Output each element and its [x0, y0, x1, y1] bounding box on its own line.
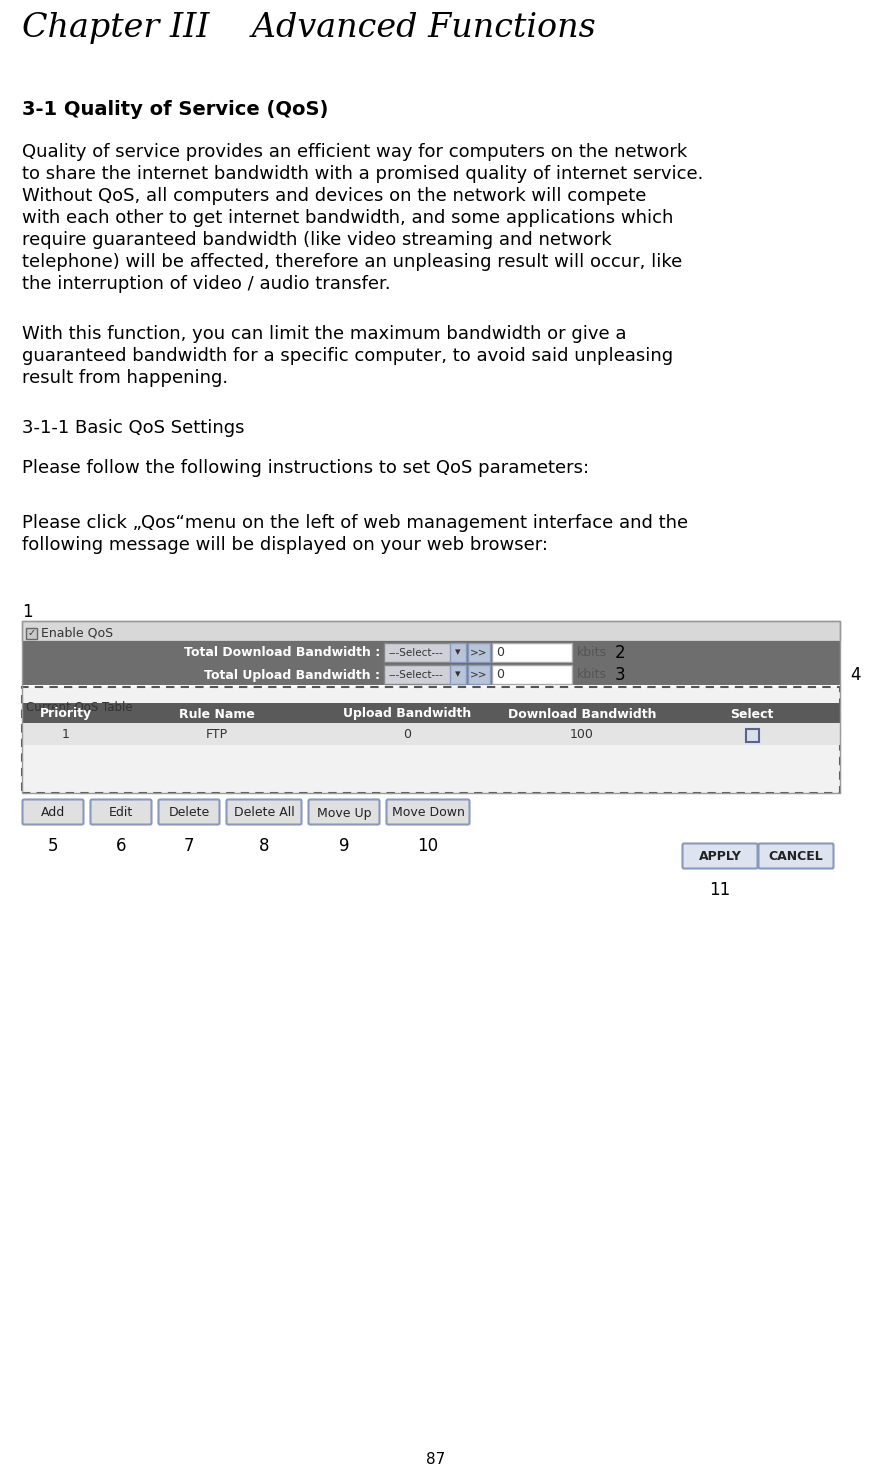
Text: guaranteed bandwidth for a specific computer, to avoid said unpleasing: guaranteed bandwidth for a specific comp… — [22, 347, 673, 365]
Text: Total Download Bandwidth :: Total Download Bandwidth : — [184, 646, 380, 659]
Text: Add: Add — [41, 807, 65, 820]
Text: Current QoS Table: Current QoS Table — [26, 701, 132, 714]
Bar — [450, 643, 466, 662]
Text: 5: 5 — [48, 838, 58, 855]
Bar — [746, 729, 759, 742]
Text: >>: >> — [470, 648, 488, 658]
Text: following message will be displayed on your web browser:: following message will be displayed on y… — [22, 536, 548, 553]
Bar — [492, 643, 572, 662]
Text: ▾: ▾ — [456, 670, 461, 680]
Text: Delete: Delete — [168, 807, 210, 820]
FancyBboxPatch shape — [23, 799, 84, 824]
Text: CANCEL: CANCEL — [768, 851, 823, 864]
Text: >>: >> — [470, 670, 488, 680]
Bar — [22, 640, 840, 662]
Text: ▾: ▾ — [456, 648, 461, 658]
Text: Please click „Qos“menu on the left of web management interface and the: Please click „Qos“menu on the left of we… — [22, 514, 688, 531]
Text: Chapter III    Advanced Functions: Chapter III Advanced Functions — [22, 12, 596, 44]
Bar — [492, 665, 572, 684]
Text: 0: 0 — [403, 729, 411, 742]
Text: Move Down: Move Down — [392, 807, 464, 820]
Text: 6: 6 — [116, 838, 126, 855]
Text: 7: 7 — [184, 838, 194, 855]
Text: Without QoS, all computers and devices on the network will compete: Without QoS, all computers and devices o… — [22, 187, 646, 205]
Text: 10: 10 — [417, 838, 439, 855]
Bar — [384, 665, 466, 684]
Text: Total Upload Bandwidth :: Total Upload Bandwidth : — [204, 668, 380, 682]
Bar — [22, 621, 840, 640]
Bar — [26, 627, 37, 639]
FancyBboxPatch shape — [91, 799, 152, 824]
Text: Delete All: Delete All — [233, 807, 294, 820]
Bar — [22, 687, 840, 793]
Text: ---Select---: ---Select--- — [388, 648, 443, 658]
FancyBboxPatch shape — [308, 799, 380, 824]
Bar — [22, 621, 840, 793]
Text: 3: 3 — [615, 665, 625, 683]
Text: Rule Name: Rule Name — [179, 708, 255, 720]
Text: Enable QoS: Enable QoS — [41, 627, 113, 639]
Text: Quality of service provides an efficient way for computers on the network: Quality of service provides an efficient… — [22, 143, 687, 160]
Text: 9: 9 — [339, 838, 349, 855]
Text: with each other to get internet bandwidth, and some applications which: with each other to get internet bandwidt… — [22, 209, 673, 227]
Text: 87: 87 — [426, 1451, 445, 1468]
Text: 1: 1 — [22, 604, 32, 621]
Text: kbits: kbits — [577, 646, 607, 659]
Text: With this function, you can limit the maximum bandwidth or give a: With this function, you can limit the ma… — [22, 325, 626, 343]
Text: ✓: ✓ — [28, 629, 36, 637]
FancyBboxPatch shape — [387, 799, 469, 824]
Text: 0: 0 — [496, 646, 504, 659]
Text: 4: 4 — [850, 665, 861, 683]
Text: 1: 1 — [62, 729, 70, 742]
Text: Please follow the following instructions to set QoS parameters:: Please follow the following instructions… — [22, 459, 589, 477]
Bar — [22, 704, 840, 723]
FancyBboxPatch shape — [759, 843, 834, 868]
FancyBboxPatch shape — [683, 843, 758, 868]
Bar — [468, 643, 490, 662]
Text: telephone) will be affected, therefore an unpleasing result will occur, like: telephone) will be affected, therefore a… — [22, 253, 682, 271]
Text: 3-1 Quality of Service (QoS): 3-1 Quality of Service (QoS) — [22, 100, 328, 119]
Bar — [468, 665, 490, 684]
Text: to share the internet bandwidth with a promised quality of internet service.: to share the internet bandwidth with a p… — [22, 165, 704, 183]
FancyBboxPatch shape — [159, 799, 219, 824]
Text: kbits: kbits — [577, 668, 607, 682]
Text: 8: 8 — [259, 838, 269, 855]
Text: 3-1-1 Basic QoS Settings: 3-1-1 Basic QoS Settings — [22, 420, 245, 437]
Text: 100: 100 — [570, 729, 594, 742]
Bar — [450, 665, 466, 684]
Text: Download Bandwidth: Download Bandwidth — [508, 708, 656, 720]
Bar — [22, 723, 840, 745]
FancyBboxPatch shape — [226, 799, 301, 824]
Text: require guaranteed bandwidth (like video streaming and network: require guaranteed bandwidth (like video… — [22, 231, 611, 249]
Text: Priority: Priority — [40, 708, 92, 720]
Text: result from happening.: result from happening. — [22, 369, 228, 387]
Text: Upload Bandwidth: Upload Bandwidth — [343, 708, 471, 720]
Text: 2: 2 — [615, 643, 625, 661]
Text: Select: Select — [730, 708, 773, 720]
Text: FTP: FTP — [206, 729, 228, 742]
Bar — [22, 662, 840, 684]
Text: APPLY: APPLY — [699, 851, 741, 864]
Text: ---Select---: ---Select--- — [388, 670, 443, 680]
Text: Move Up: Move Up — [317, 807, 371, 820]
Bar — [384, 643, 466, 662]
Text: 0: 0 — [496, 668, 504, 682]
Bar — [22, 621, 840, 640]
Text: Edit: Edit — [109, 807, 133, 820]
Text: 11: 11 — [709, 882, 731, 899]
Text: the interruption of video / audio transfer.: the interruption of video / audio transf… — [22, 275, 390, 293]
